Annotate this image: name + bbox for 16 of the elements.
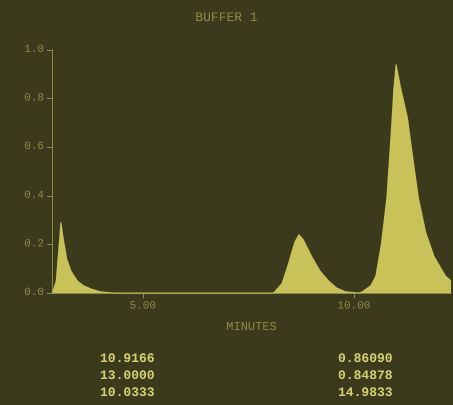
text: 13.0000 xyxy=(100,368,155,383)
text: 0.84878 xyxy=(338,368,393,383)
y-tick-label: 0.4 xyxy=(24,190,44,202)
x-axis-title: MINUTES xyxy=(226,320,277,334)
text: 10.0333 xyxy=(100,385,155,400)
text: 10.9166 xyxy=(100,351,155,366)
x-tick-label: 5.00 xyxy=(130,300,156,312)
y-tick-label: 1.0 xyxy=(24,44,44,56)
x-tick-label: 10.00 xyxy=(337,300,370,312)
text: 0.86090 xyxy=(338,351,393,366)
y-tick-label: 0.2 xyxy=(24,238,44,250)
chart-title: BUFFER 1 xyxy=(195,10,258,25)
y-tick-label: 0.0 xyxy=(24,287,44,299)
text: 14.9833 xyxy=(338,385,393,400)
y-tick-label: 0.6 xyxy=(24,141,44,154)
y-tick-label: 0.8 xyxy=(24,92,44,105)
